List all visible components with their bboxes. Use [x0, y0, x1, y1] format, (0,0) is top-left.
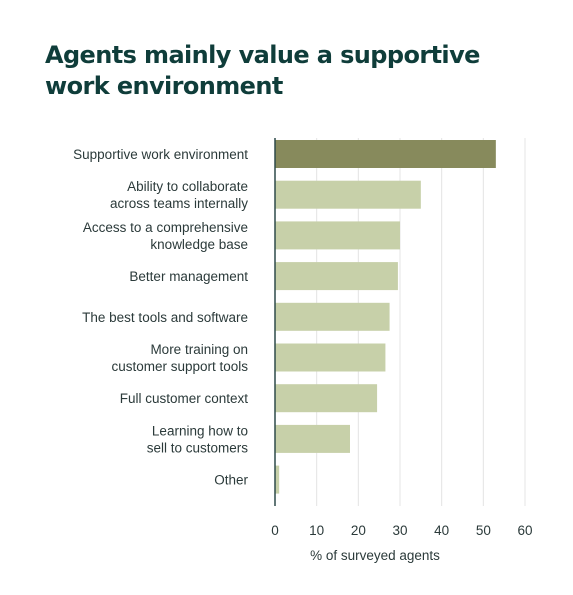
category-label-line: across teams internally [110, 196, 248, 211]
category-label: The best tools and software [82, 310, 248, 325]
bar [275, 384, 378, 413]
category-label-line: The best tools and software [82, 310, 248, 325]
bar [275, 262, 398, 291]
category-label: Learning how to sell to customers [147, 423, 249, 455]
bar [275, 302, 390, 331]
x-tick-labels: 0 10 20 30 40 50 60 [271, 523, 532, 538]
category-label: More training on customer support tools [111, 342, 248, 374]
category-label-line: Other [214, 473, 248, 488]
category-label-line: Learning how to [152, 423, 248, 438]
category-label-line: Better management [129, 269, 248, 284]
category-label: Better management [129, 269, 248, 284]
category-label-line: Full customer context [120, 391, 249, 406]
x-axis-title: % of surveyed agents [310, 548, 440, 563]
category-label-line: knowledge base [150, 237, 248, 252]
x-tick-label: 20 [351, 523, 366, 538]
x-tick-label: 50 [476, 523, 491, 538]
bar [275, 424, 350, 453]
x-tick-label: 40 [434, 523, 449, 538]
x-tick-label: 10 [309, 523, 324, 538]
chart-title: Agents mainly value a supportive work en… [45, 40, 545, 102]
chart-title-line-1: Agents mainly value a supportive [45, 41, 480, 69]
category-label: Access to a comprehensive knowledge base [83, 220, 248, 252]
category-label: Other [214, 473, 248, 488]
category-label-line: More training on [150, 342, 248, 357]
x-tick-label: 60 [517, 523, 532, 538]
bar [275, 343, 386, 372]
category-label: Ability to collaborate across teams inter… [110, 179, 248, 211]
chart-title-line-2: work environment [45, 72, 283, 100]
category-label-line: sell to customers [147, 440, 249, 455]
x-tick-label: 30 [392, 523, 407, 538]
bar [275, 465, 280, 494]
bar [275, 221, 400, 250]
bar [275, 180, 421, 209]
category-labels: Supportive work environment Ability to co… [73, 147, 248, 488]
bar [275, 140, 496, 168]
category-label-line: Ability to collaborate [127, 179, 248, 194]
category-label-line: Access to a comprehensive [83, 220, 248, 235]
bars [275, 140, 496, 494]
category-label: Supportive work environment [73, 147, 248, 162]
category-label-line: Supportive work environment [73, 147, 248, 162]
x-tick-label: 0 [271, 523, 279, 538]
category-label: Full customer context [120, 391, 249, 406]
category-label-line: customer support tools [111, 359, 248, 374]
